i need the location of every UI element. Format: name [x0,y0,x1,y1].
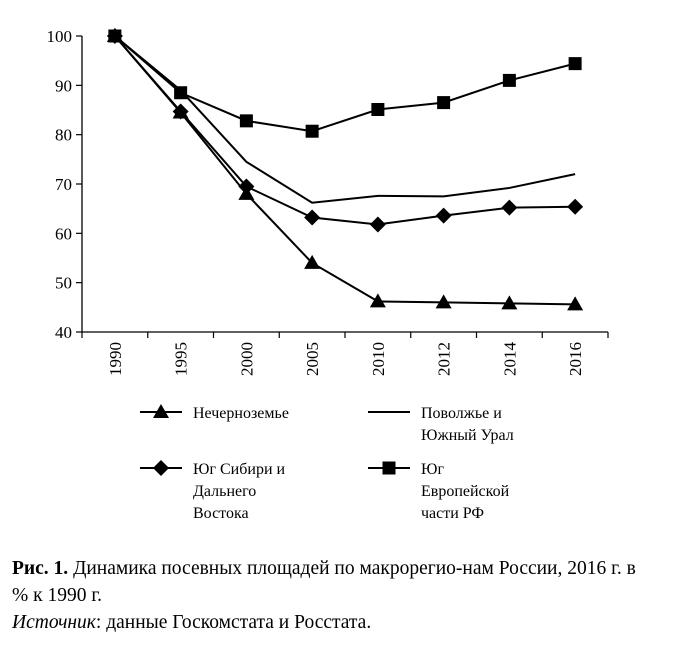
x-tick-label: 2000 [237,342,256,376]
series-4-point [239,114,253,128]
x-tick-label: 2010 [369,342,388,376]
y-tick-label: 40 [55,323,72,342]
legend-label: Юг [421,461,444,478]
series-1-point [304,254,321,269]
x-tick-label: 2012 [435,342,454,376]
legend-label: Южный Урал [421,427,514,444]
series-4-point [371,103,385,117]
legend-label: Юг Сибири и [193,461,286,478]
series-1-point [567,296,584,311]
y-tick-label: 50 [55,274,72,293]
series-line-4 [114,35,576,133]
caption-source-label: Источник [12,612,96,633]
series-3-point [238,178,255,195]
series-3-point [304,209,321,226]
legend-square-marker [382,461,396,475]
series-line-2 [114,35,576,204]
legend-label: Поволжье и [421,405,502,422]
series-4-point [305,124,319,138]
legend-diamond-marker [153,460,169,476]
y-tick-label: 90 [55,76,72,95]
series-1-point [501,295,518,310]
series-3-point [369,216,386,233]
series-line-1 [114,35,576,306]
legend-label: Европейской [421,483,510,500]
series-3-point [172,103,189,120]
series-3-point [501,199,518,216]
x-tick-label: 1995 [172,342,191,376]
series-3-point [435,207,452,224]
legend-label: части РФ [421,505,484,522]
series-4-point [108,29,122,43]
caption-text: Динамика посевных площадей по макрорегио… [12,558,636,606]
series-1-point [369,293,386,308]
caption-line: Рис. 1. Динамика посевных площадей по ма… [12,555,652,609]
y-tick-label: 80 [55,126,72,145]
legend-label: Нечерноземье [193,405,289,422]
legend-triangle-marker [153,404,169,418]
caption-source-text: : данные Госкомстата и Росстата. [95,612,372,633]
legend-label: Востока [193,505,249,522]
line-chart: 100 90 80 70 60 50 40 1990 1995 2000 2005 2010 2012 2… [47,27,609,522]
caption-label: Рис. 1. [12,558,69,579]
y-tick-label: 100 [47,27,73,46]
series-1-point [435,294,452,309]
caption-source-line: Источник: данные Госкомстата и Росстата. [12,609,652,636]
series-4-point [502,73,516,87]
x-tick-label: 2005 [303,342,322,376]
x-tick-label: 2014 [500,342,519,377]
series-4-point [437,96,451,110]
y-tick-label: 70 [55,175,72,194]
figure-caption: Рис. 1. Динамика посевных площадей по ма… [12,555,652,636]
x-tick-label: 1990 [106,342,125,376]
series-line-3 [114,35,576,226]
series-3-point [567,198,584,215]
x-tick-label: 2016 [566,342,585,376]
legend-label: Дальнего [193,483,256,500]
y-tick-label: 60 [55,224,72,243]
series-4-point [174,86,188,100]
series-4-point [568,57,582,71]
